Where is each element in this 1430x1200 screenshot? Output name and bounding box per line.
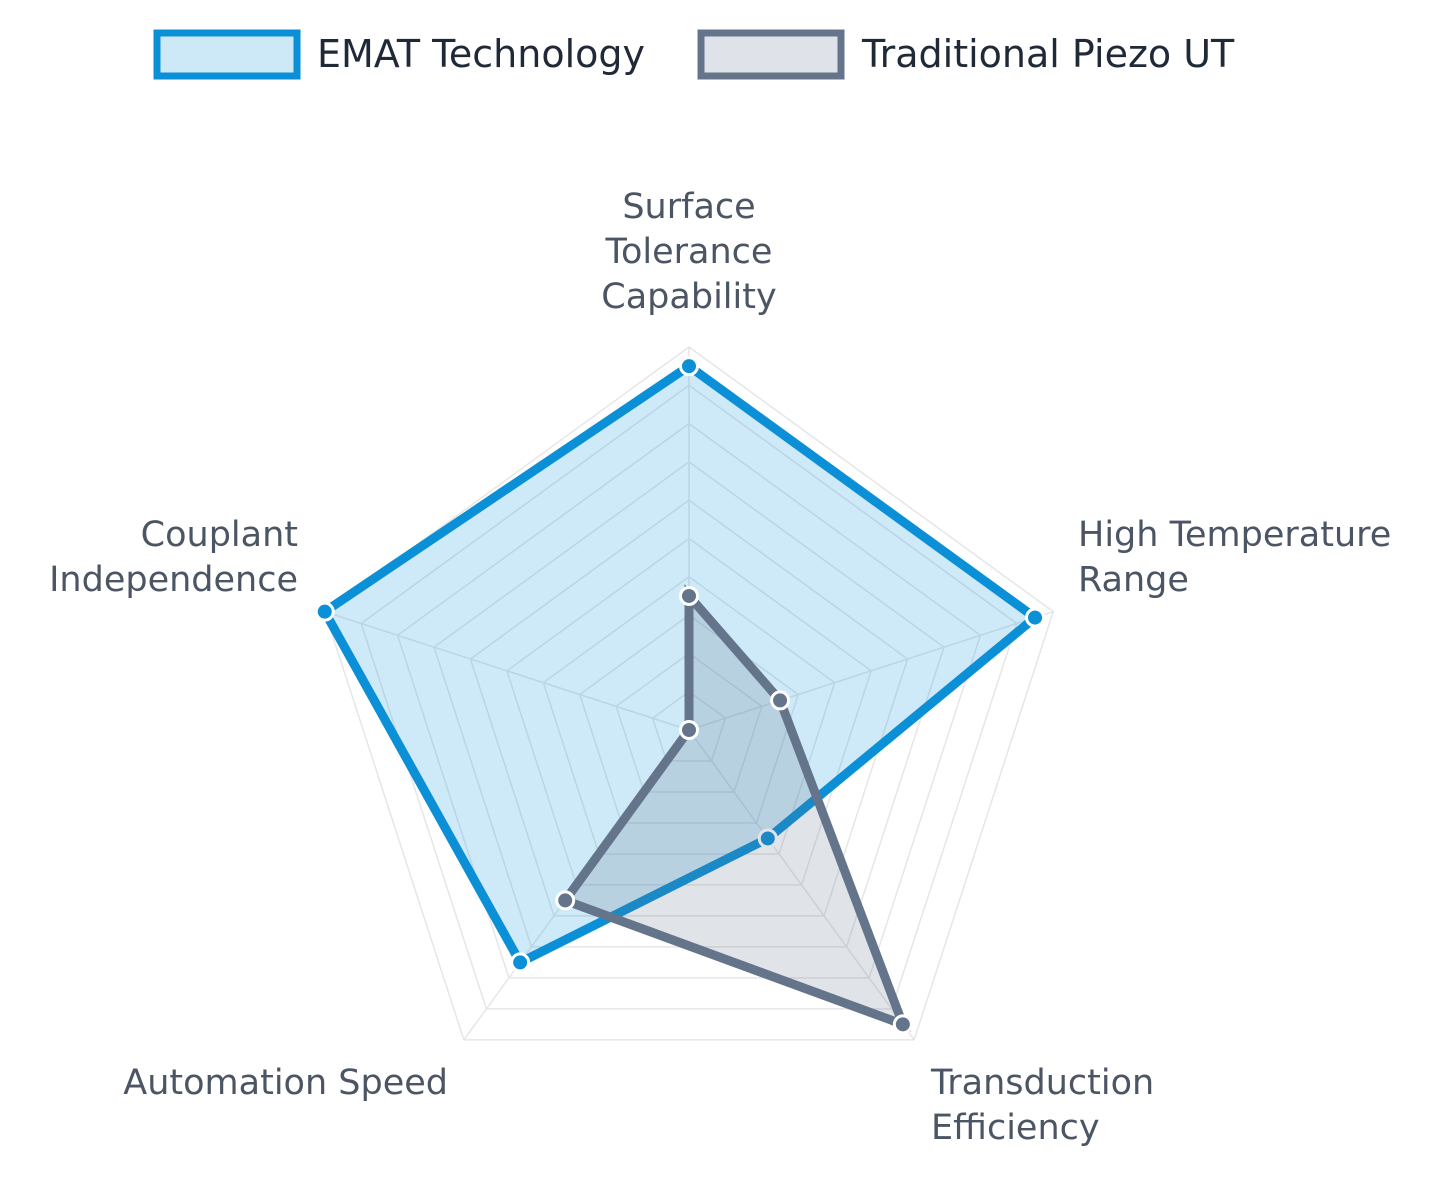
axis-label-surface-tolerance-capability: Surface Tolerance Capability [601,187,776,317]
legend-item-traditional-piezo-ut[interactable]: Traditional Piezo UT [697,29,1235,80]
series-area [558,583,911,1032]
data-point-couplant-independence[interactable] [314,601,335,622]
data-point-couplant-independence[interactable] [679,720,699,740]
axis-labels: Surface Tolerance Capability High Temperatu… [49,187,1391,1148]
grid-ring [505,537,873,886]
legend: EMAT Technology Traditional Piezo UT [153,29,1235,80]
axis-label-automation-speed: Automation Speed [123,1063,448,1103]
grid-spoke [688,729,915,1041]
series-layer [314,356,1046,1035]
data-point-automation-speed[interactable] [555,890,576,911]
axis-label-couplant-independence: Couplant Independence [49,515,298,600]
legend-swatch [697,29,845,80]
grid-ring [578,614,800,824]
data-point-transduction-efficiency[interactable] [892,1014,913,1035]
grid-ring [542,575,836,855]
grid-ring [396,422,982,979]
axis-label-high-temperature-range: High Temperature Range [1078,515,1391,600]
series-traditional-piezo-ut [555,583,913,1035]
grid-ring [615,652,763,793]
legend-label: EMAT Technology [317,32,645,76]
legend-label: Traditional Piezo UT [861,32,1235,76]
legend-swatch [153,29,301,80]
axis-label-transduction-efficiency: Transduction Efficiency [930,1063,1154,1148]
grid-ring [360,384,1018,1010]
grid-ring [469,499,909,917]
grid-spoke [324,610,690,731]
grid-ring [651,690,727,762]
data-point-automation-speed[interactable] [510,952,531,973]
legend-item-emat-technology[interactable]: EMAT Technology [153,29,645,80]
data-point-high-temperature-range[interactable] [770,690,791,711]
series-emat-technology [314,356,1046,973]
data-point-transduction-efficiency[interactable] [757,828,778,849]
data-point-surface-tolerance-capability[interactable] [679,356,699,377]
data-point-high-temperature-range[interactable] [1025,607,1046,628]
data-point-surface-tolerance-capability[interactable] [679,585,699,606]
grid-spoke [688,610,1054,731]
series-area [318,360,1043,969]
